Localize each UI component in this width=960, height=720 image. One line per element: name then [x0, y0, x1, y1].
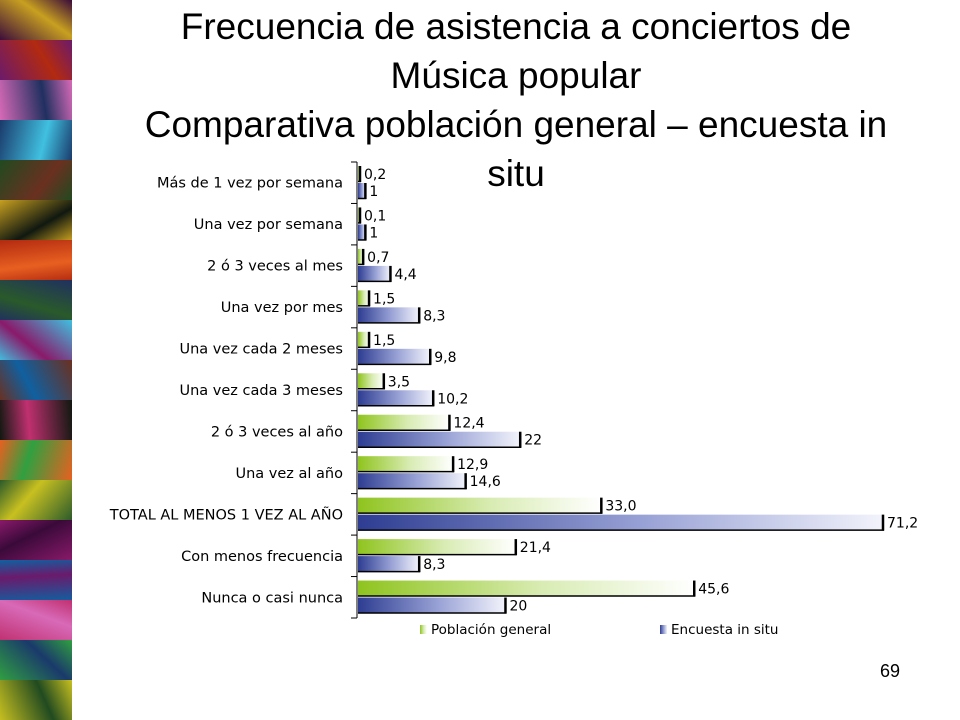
- decor-tile: [0, 440, 72, 481]
- title-line: Comparativa población general – encuesta…: [144, 104, 888, 145]
- category-label: 2 ó 3 veces al mes: [207, 259, 343, 275]
- bar-encuesta-in-situ: [358, 597, 506, 613]
- decor-tile: [0, 40, 72, 81]
- data-label: 1: [369, 184, 378, 200]
- legend-label: Población general: [431, 622, 551, 638]
- data-label: 9,8: [434, 350, 456, 366]
- bar-encuesta-in-situ: [358, 390, 434, 406]
- bar-poblacion-general: [358, 290, 370, 306]
- data-label: 33,0: [605, 499, 636, 515]
- decor-tile: [0, 80, 72, 121]
- bar-encuesta-in-situ: [358, 183, 366, 198]
- category-label: Una vez cada 3 meses: [180, 383, 344, 399]
- data-label: 71,2: [887, 516, 918, 532]
- data-label: 20: [509, 599, 527, 615]
- data-label: 12,4: [453, 416, 484, 432]
- data-label: 10,2: [437, 391, 468, 407]
- decor-tile: [0, 360, 72, 401]
- decor-tile: [0, 680, 72, 720]
- bar-poblacion-general: [358, 497, 602, 513]
- bar-poblacion-general: [358, 373, 384, 389]
- data-label: 0,7: [367, 250, 389, 266]
- category-label: Una vez cada 2 meses: [180, 342, 344, 358]
- decor-tile: [0, 560, 72, 601]
- decor-tile: [0, 240, 72, 281]
- slide-title: Frecuencia de asistencia a conciertos de…: [72, 2, 960, 198]
- data-label: 0,2: [364, 167, 386, 183]
- decor-tile: [0, 0, 72, 41]
- category-label: 2 ó 3 veces al año: [211, 424, 343, 440]
- decor-tile: [0, 480, 72, 521]
- decor-tile: [0, 200, 72, 241]
- data-label: 21,4: [520, 540, 551, 556]
- data-label: 8,3: [423, 308, 445, 324]
- data-label: 12,9: [457, 457, 488, 473]
- bar-encuesta-in-situ: [358, 556, 420, 572]
- data-label: 45,6: [698, 582, 729, 598]
- legend-swatch: [660, 625, 667, 634]
- data-label: 14,6: [470, 474, 501, 490]
- bar-encuesta-in-situ: [358, 307, 420, 323]
- title-line: Frecuencia de asistencia a conciertos de: [180, 6, 852, 47]
- bar-encuesta-in-situ: [358, 265, 391, 281]
- legend-swatch: [420, 625, 427, 634]
- bar-poblacion-general: [358, 414, 450, 430]
- decor-tile: [0, 320, 72, 361]
- data-label: 1: [369, 225, 378, 241]
- decorative-photo-strip: [0, 0, 72, 720]
- decor-tile: [0, 600, 72, 641]
- legend-label: Encuesta in situ: [671, 622, 779, 638]
- decor-tile: [0, 640, 72, 681]
- data-label: 3,5: [388, 374, 410, 390]
- bar-poblacion-general: [358, 456, 454, 472]
- category-label: Una vez por semana: [194, 217, 343, 233]
- decor-tile: [0, 120, 72, 161]
- data-label: 22: [524, 433, 542, 449]
- category-label: Una vez al año: [236, 466, 344, 482]
- page-number: 69: [879, 661, 900, 681]
- category-label: Nunca o casi nunca: [201, 590, 343, 606]
- category-label: TOTAL AL MENOS 1 VEZ AL AÑO: [109, 506, 343, 523]
- bar-encuesta-in-situ: [358, 514, 883, 530]
- decor-tile: [0, 160, 72, 201]
- data-label: 8,3: [423, 557, 445, 573]
- title-line: situ: [487, 153, 545, 194]
- bar-poblacion-general: [358, 539, 516, 555]
- decor-tile: [0, 280, 72, 321]
- data-label: 1,5: [373, 291, 395, 307]
- bar-poblacion-general: [358, 580, 695, 596]
- decor-tile: [0, 520, 72, 561]
- category-label: Más de 1 vez por semana: [157, 176, 343, 192]
- bar-encuesta-in-situ: [358, 224, 366, 240]
- category-label: Una vez por mes: [221, 300, 343, 316]
- data-label: 1,5: [373, 333, 395, 349]
- category-label: Con menos frecuencia: [181, 549, 343, 565]
- bar-encuesta-in-situ: [358, 348, 431, 364]
- decor-tile: [0, 400, 72, 441]
- data-label: 0,1: [364, 208, 386, 224]
- bar-poblacion-general: [358, 248, 364, 264]
- data-label: 4,4: [394, 267, 416, 283]
- bar-encuesta-in-situ: [358, 473, 466, 489]
- title-line: Música popular: [390, 55, 642, 96]
- bar-encuesta-in-situ: [358, 431, 521, 447]
- bar-poblacion-general: [358, 331, 370, 347]
